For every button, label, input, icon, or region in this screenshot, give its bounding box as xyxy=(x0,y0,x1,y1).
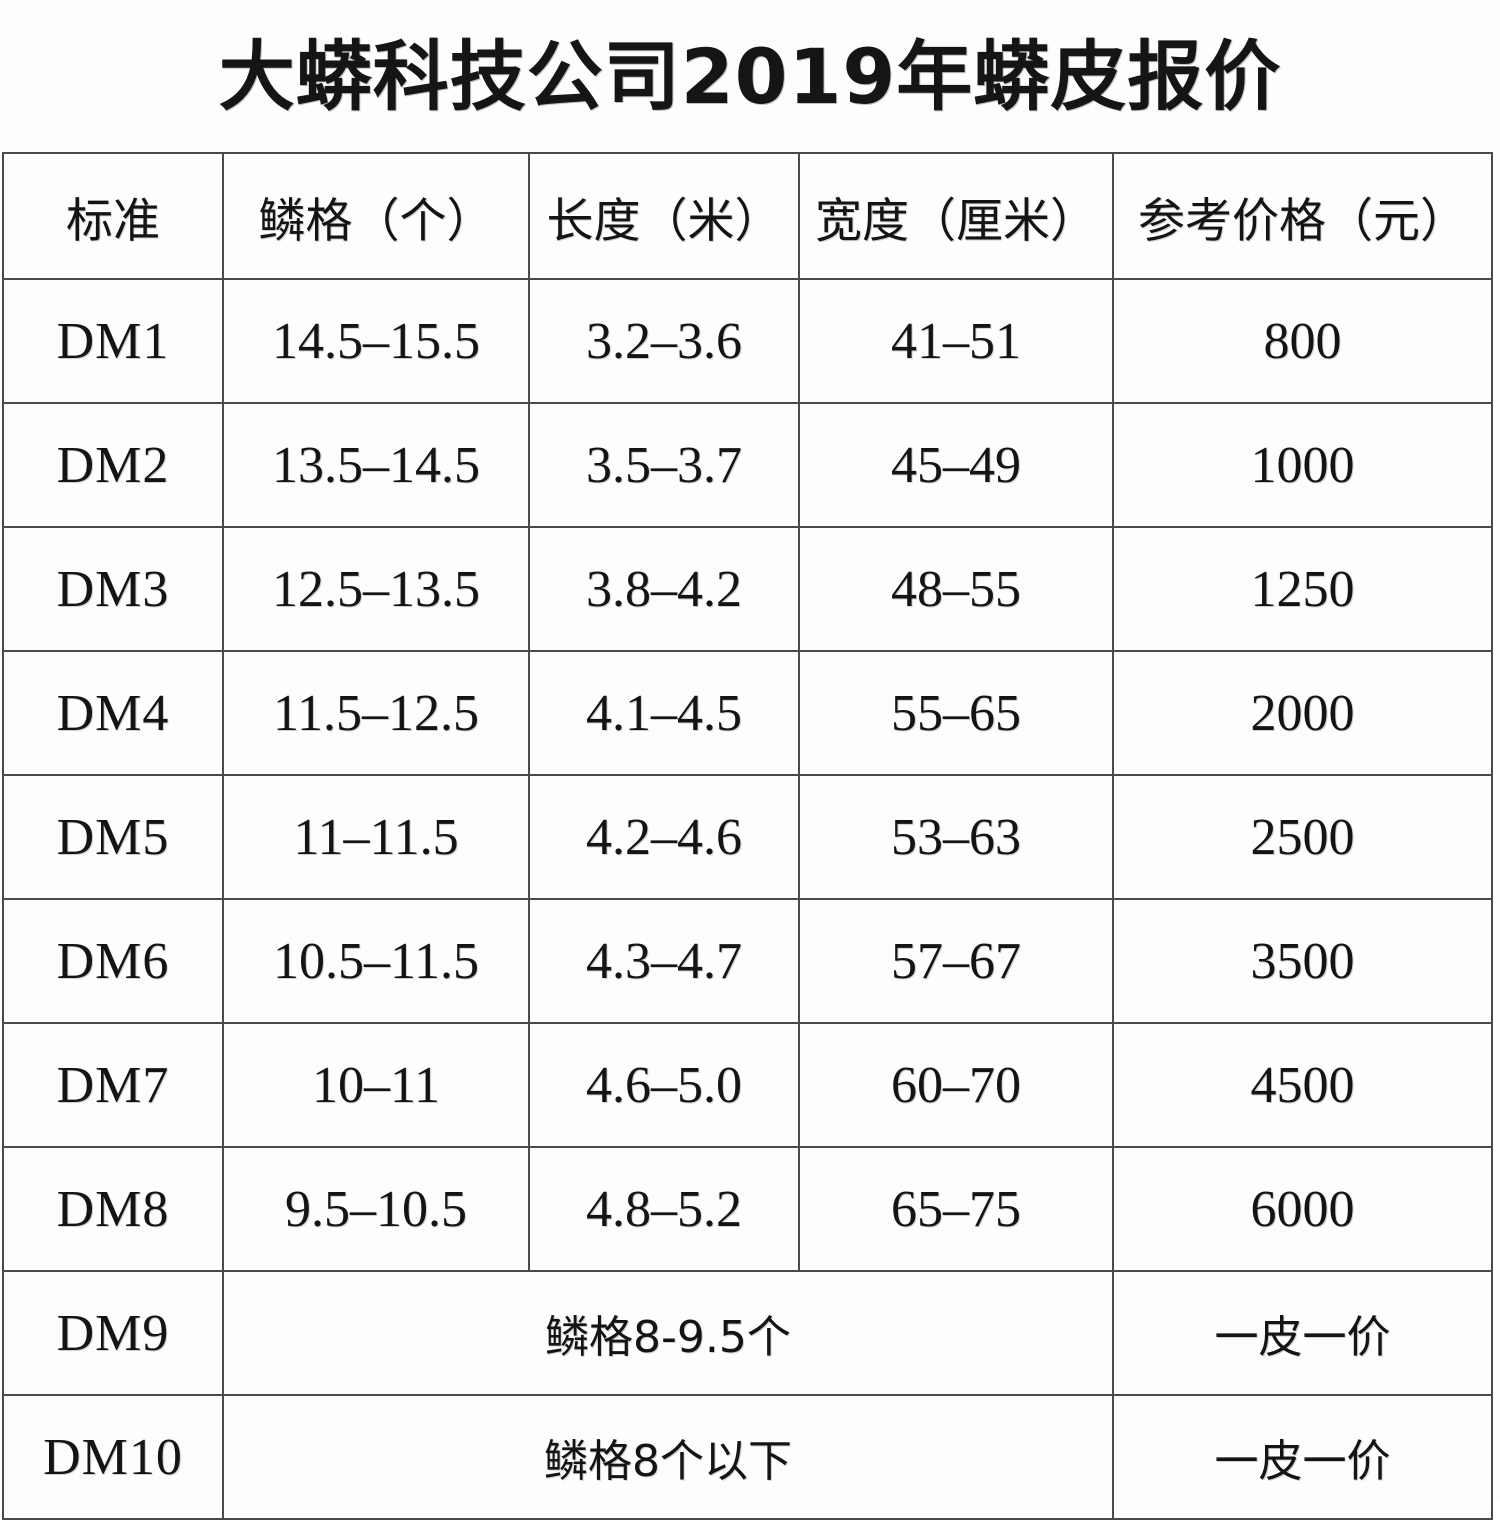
cell-standard: DM4 xyxy=(2,650,224,776)
cell-standard: DM9 xyxy=(2,1270,224,1396)
cell-price: 4500 xyxy=(1112,1022,1493,1148)
cell-price: 800 xyxy=(1112,278,1493,404)
cell-length: 4.8–5.2 xyxy=(528,1146,800,1272)
cell-price: 1250 xyxy=(1112,526,1493,652)
cell-scales: 14.5–15.5 xyxy=(222,278,530,404)
cell-length: 3.2–3.6 xyxy=(528,278,800,404)
column-header-standard: 标准 xyxy=(2,152,224,280)
table-row: DM2 13.5–14.5 3.5–3.7 45–49 1000 xyxy=(2,402,1493,528)
cell-price: 3500 xyxy=(1112,898,1493,1024)
table-row: DM9 鳞格8-9.5个 一皮一价 xyxy=(2,1270,1493,1396)
column-header-price: 参考价格（元） xyxy=(1112,152,1493,280)
cell-scales: 11–11.5 xyxy=(222,774,530,900)
cell-standard: DM6 xyxy=(2,898,224,1024)
title-container: 大蟒科技公司2019年蟒皮报价 xyxy=(0,0,1500,140)
header-row: 标准 鳞格（个） 长度（米） 宽度（厘米） 参考价格（元） xyxy=(2,152,1493,280)
table-body: DM1 14.5–15.5 3.2–3.6 41–51 800 DM2 13.5… xyxy=(2,278,1493,1520)
cell-length: 4.2–4.6 xyxy=(528,774,800,900)
cell-standard: DM3 xyxy=(2,526,224,652)
cell-note: 鳞格8-9.5个 xyxy=(222,1270,1114,1396)
cell-scales: 11.5–12.5 xyxy=(222,650,530,776)
cell-note: 鳞格8个以下 xyxy=(222,1394,1114,1520)
table-row: DM7 10–11 4.6–5.0 60–70 4500 xyxy=(2,1022,1493,1148)
cell-standard: DM1 xyxy=(2,278,224,404)
cell-standard: DM8 xyxy=(2,1146,224,1272)
cell-scales: 9.5–10.5 xyxy=(222,1146,530,1272)
table-row: DM4 11.5–12.5 4.1–4.5 55–65 2000 xyxy=(2,650,1493,776)
cell-standard: DM5 xyxy=(2,774,224,900)
cell-price: 1000 xyxy=(1112,402,1493,528)
table-row: DM6 10.5–11.5 4.3–4.7 57–67 3500 xyxy=(2,898,1493,1024)
table-row: DM8 9.5–10.5 4.8–5.2 65–75 6000 xyxy=(2,1146,1493,1272)
cell-scales: 10–11 xyxy=(222,1022,530,1148)
pricing-table-container: 标准 鳞格（个） 长度（米） 宽度（厘米） 参考价格（元） DM1 14.5–1… xyxy=(2,152,1493,1520)
cell-standard: DM2 xyxy=(2,402,224,528)
cell-price: 6000 xyxy=(1112,1146,1493,1272)
cell-length: 4.6–5.0 xyxy=(528,1022,800,1148)
table-header: 标准 鳞格（个） 长度（米） 宽度（厘米） 参考价格（元） xyxy=(2,152,1493,280)
cell-length: 4.3–4.7 xyxy=(528,898,800,1024)
cell-price: 一皮一价 xyxy=(1112,1270,1493,1396)
pricing-table: 标准 鳞格（个） 长度（米） 宽度（厘米） 参考价格（元） DM1 14.5–1… xyxy=(2,152,1493,1520)
cell-length: 3.5–3.7 xyxy=(528,402,800,528)
cell-price: 一皮一价 xyxy=(1112,1394,1493,1520)
cell-length: 3.8–4.2 xyxy=(528,526,800,652)
cell-width: 48–55 xyxy=(798,526,1114,652)
cell-width: 60–70 xyxy=(798,1022,1114,1148)
table-row: DM10 鳞格8个以下 一皮一价 xyxy=(2,1394,1493,1520)
column-header-length: 长度（米） xyxy=(528,152,800,280)
cell-width: 41–51 xyxy=(798,278,1114,404)
table-row: DM1 14.5–15.5 3.2–3.6 41–51 800 xyxy=(2,278,1493,404)
page-title: 大蟒科技公司2019年蟒皮报价 xyxy=(218,32,1282,121)
cell-width: 53–63 xyxy=(798,774,1114,900)
cell-scales: 13.5–14.5 xyxy=(222,402,530,528)
cell-length: 4.1–4.5 xyxy=(528,650,800,776)
table-row: DM3 12.5–13.5 3.8–4.2 48–55 1250 xyxy=(2,526,1493,652)
cell-standard: DM7 xyxy=(2,1022,224,1148)
cell-width: 57–67 xyxy=(798,898,1114,1024)
column-header-scales: 鳞格（个） xyxy=(222,152,530,280)
cell-width: 45–49 xyxy=(798,402,1114,528)
cell-standard: DM10 xyxy=(2,1394,224,1520)
cell-width: 55–65 xyxy=(798,650,1114,776)
cell-price: 2000 xyxy=(1112,650,1493,776)
cell-scales: 12.5–13.5 xyxy=(222,526,530,652)
table-row: DM5 11–11.5 4.2–4.6 53–63 2500 xyxy=(2,774,1493,900)
cell-scales: 10.5–11.5 xyxy=(222,898,530,1024)
column-header-width: 宽度（厘米） xyxy=(798,152,1114,280)
cell-price: 2500 xyxy=(1112,774,1493,900)
cell-width: 65–75 xyxy=(798,1146,1114,1272)
